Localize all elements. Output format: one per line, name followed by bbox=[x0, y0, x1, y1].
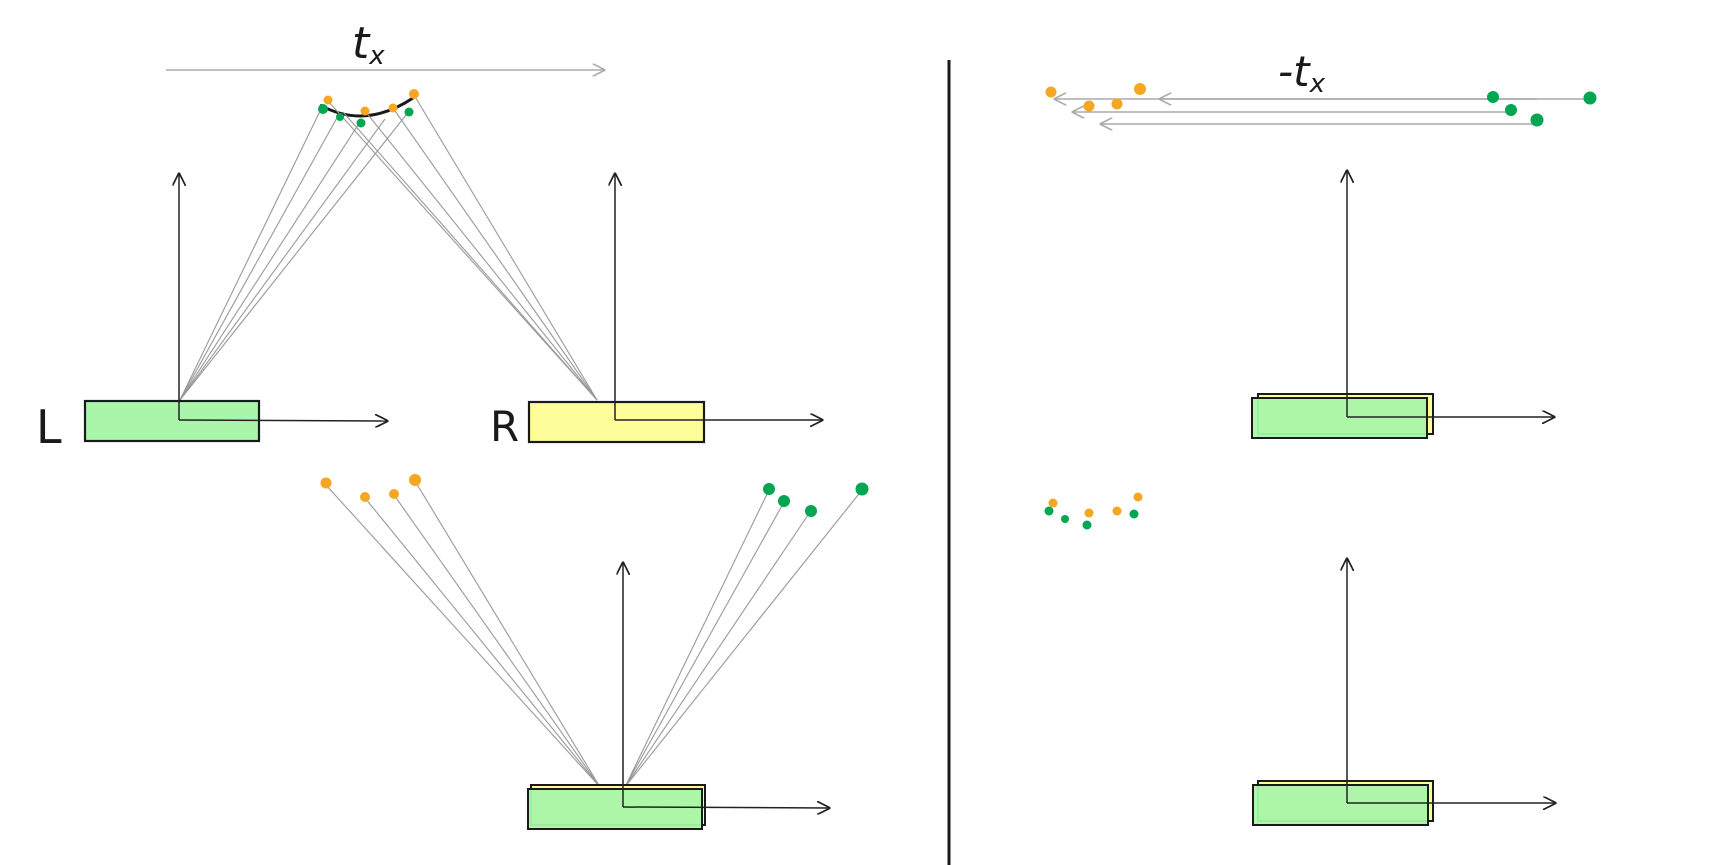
left-camera-axis-right bbox=[178, 420, 387, 421]
left-camera-body bbox=[83, 399, 261, 443]
surface-curve bbox=[319, 96, 414, 118]
shifted-yellow-points bbox=[1045, 83, 1146, 112]
right-bottom-green-camera bbox=[1252, 784, 1429, 826]
superimposed-axis-right bbox=[622, 807, 829, 808]
panel-right-bottom bbox=[1044, 492, 1556, 826]
neg-translation-arrows bbox=[1055, 99, 1592, 124]
right-camera-rays bbox=[327, 94, 598, 401]
right-view-points-top bbox=[323, 89, 419, 116]
neg-translation-label: -tx bbox=[1278, 47, 1326, 99]
translation-label: tx bbox=[352, 18, 385, 71]
aligned-points-green bbox=[1044, 506, 1139, 530]
panel-left-bottom bbox=[320, 474, 869, 830]
shifted-green-points bbox=[1487, 91, 1597, 127]
panel-left-top: tx bbox=[36, 18, 822, 454]
right-camera-body bbox=[527, 400, 706, 444]
superimposed-rays-yellow bbox=[325, 480, 601, 788]
superimposed-left-camera bbox=[527, 788, 703, 830]
right-view-points-bottom bbox=[320, 474, 421, 502]
right-camera-label: R bbox=[490, 402, 519, 451]
superimposed-rays-green bbox=[624, 489, 863, 788]
panel-right-top: -tx bbox=[1045, 47, 1597, 439]
left-view-points-bottom bbox=[763, 482, 869, 517]
left-camera-label: L bbox=[36, 400, 62, 454]
left-view-points-top bbox=[318, 104, 414, 128]
aligned-points-yellow bbox=[1048, 492, 1143, 518]
left-camera-rays bbox=[179, 106, 411, 401]
right-top-green-camera bbox=[1251, 397, 1428, 439]
